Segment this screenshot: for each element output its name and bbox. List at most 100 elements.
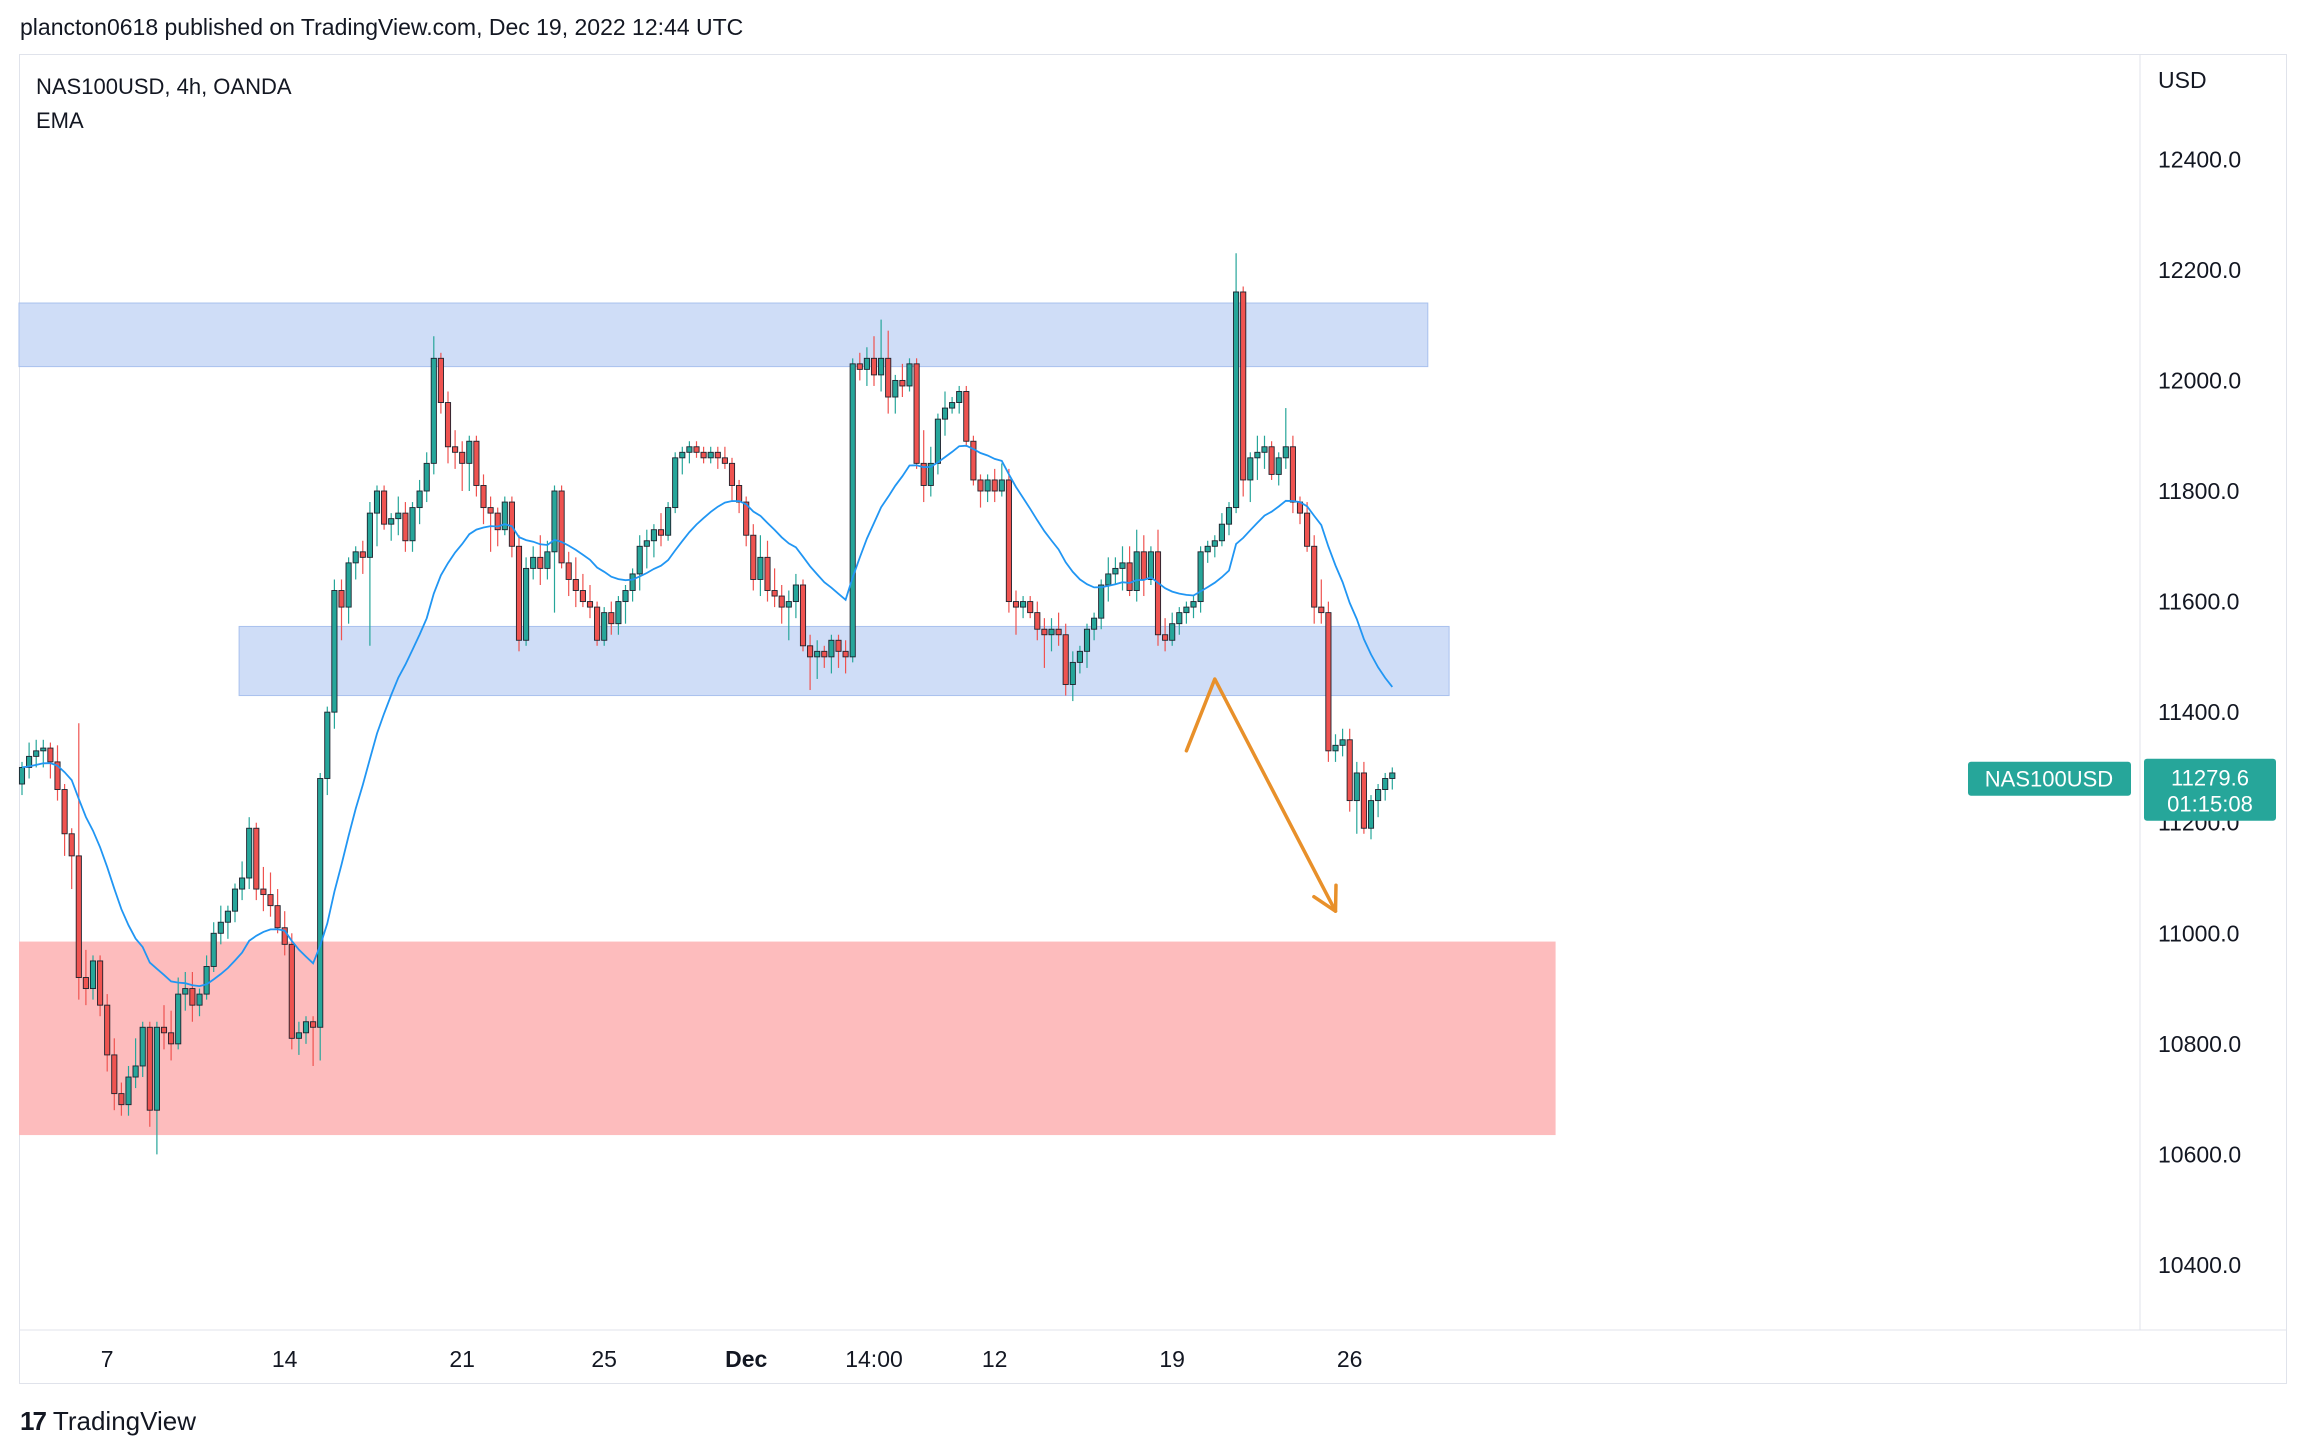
candle-body xyxy=(1119,562,1126,569)
candle-body xyxy=(998,479,1005,492)
candle-body xyxy=(586,601,594,608)
candle-body xyxy=(1162,634,1169,641)
candle-body xyxy=(977,479,984,492)
candle-body xyxy=(707,451,714,459)
y-tick-label: 10400.0 xyxy=(2158,1252,2241,1278)
candle-body xyxy=(381,490,388,525)
zone-resistance xyxy=(18,302,1429,368)
candle-body xyxy=(1332,744,1339,752)
candle-body xyxy=(1268,446,1275,475)
candle-body xyxy=(1140,551,1147,580)
candle-body xyxy=(1367,800,1375,829)
symbol-badge xyxy=(1968,761,2131,796)
tradingview-logo[interactable]: 17 TradingView xyxy=(20,1406,196,1437)
candle-body xyxy=(544,551,551,569)
candle-body xyxy=(274,905,281,929)
candles xyxy=(18,253,1396,1155)
candle-body xyxy=(1339,739,1346,746)
candle-body xyxy=(1282,446,1289,459)
candle-body xyxy=(515,545,523,641)
candle-body xyxy=(785,601,792,608)
x-tick-label: Dec xyxy=(725,1346,767,1372)
x-tick-label: 26 xyxy=(1337,1346,1363,1372)
candle-body xyxy=(622,590,629,603)
candle-body xyxy=(835,639,842,652)
y-tick-label: 11800.0 xyxy=(2158,478,2239,504)
candle-body xyxy=(934,418,941,464)
candle-body xyxy=(885,357,892,398)
price-badge xyxy=(2144,758,2276,821)
candle-body xyxy=(452,446,459,453)
candle-body xyxy=(1254,451,1261,459)
candle-body xyxy=(295,1032,302,1039)
brand-name: TradingView xyxy=(52,1406,196,1436)
candle-body xyxy=(288,943,295,1039)
candle-body xyxy=(1204,545,1211,553)
y-tick-label: 11000.0 xyxy=(2158,920,2239,946)
candle-body xyxy=(75,855,82,978)
candle-body xyxy=(856,363,863,370)
candle-body xyxy=(508,501,515,547)
candle-body xyxy=(799,584,807,647)
candle-body xyxy=(892,379,899,398)
candle-body xyxy=(97,960,104,1006)
candle-body xyxy=(260,888,267,896)
candle-body xyxy=(757,556,764,580)
candle-body xyxy=(89,960,97,990)
candle-body xyxy=(1318,606,1325,614)
symbol-badge-text: NAS100USD xyxy=(1985,767,2113,792)
candle-body xyxy=(1233,291,1240,509)
candle-body xyxy=(792,584,799,603)
candle-body xyxy=(246,827,253,879)
symbol-line[interactable]: NAS100USD, 4h, OANDA xyxy=(36,74,292,99)
x-tick-label: 7 xyxy=(101,1346,114,1372)
candle-body xyxy=(111,1054,118,1095)
candle-body xyxy=(267,894,274,907)
candle-body xyxy=(714,451,721,459)
candle-body xyxy=(771,590,778,597)
candle-body xyxy=(366,512,373,558)
candle-body xyxy=(963,391,970,442)
candle-body xyxy=(26,755,33,768)
candle-body xyxy=(196,993,203,1006)
candle-body xyxy=(1382,778,1389,790)
candle-body xyxy=(1027,601,1034,614)
x-tick-label: 25 xyxy=(591,1346,617,1372)
candle-body xyxy=(40,747,47,752)
candle-body xyxy=(18,766,26,785)
candle-body xyxy=(1197,551,1204,603)
candle-body xyxy=(870,357,878,376)
candle-body xyxy=(615,601,622,625)
last-price-badges[interactable]: NAS100USD 11279.601:15:08 xyxy=(1968,758,2276,821)
candle-body xyxy=(1055,628,1062,636)
candle-body xyxy=(778,595,785,608)
candle-body xyxy=(345,562,352,608)
candle-body xyxy=(1126,562,1133,591)
candle-body xyxy=(132,1065,139,1078)
candle-body xyxy=(224,910,231,923)
x-tick-label: 14 xyxy=(272,1346,298,1372)
candle-body xyxy=(61,789,68,835)
candle-body xyxy=(473,440,480,486)
x-tick-label: 12 xyxy=(982,1346,1008,1372)
candle-body xyxy=(494,512,501,531)
candle-body xyxy=(743,501,750,536)
candle-body xyxy=(1346,739,1353,802)
candle-body xyxy=(1311,545,1318,608)
indicator-name[interactable]: EMA xyxy=(36,108,84,133)
candle-body xyxy=(657,529,665,536)
candle-body xyxy=(310,1021,317,1028)
candle-body xyxy=(842,650,849,658)
candle-body xyxy=(402,512,409,542)
candle-body xyxy=(686,446,693,453)
x-tick-label: 21 xyxy=(449,1346,475,1372)
candle-body xyxy=(139,1026,146,1067)
candle-body xyxy=(203,966,210,995)
candle-body xyxy=(1062,634,1069,685)
candle-body xyxy=(1098,584,1105,619)
candle-body xyxy=(146,1026,153,1111)
candle-body xyxy=(437,357,444,403)
y-tick-label: 12200.0 xyxy=(2158,257,2241,283)
candle-body xyxy=(537,556,544,569)
